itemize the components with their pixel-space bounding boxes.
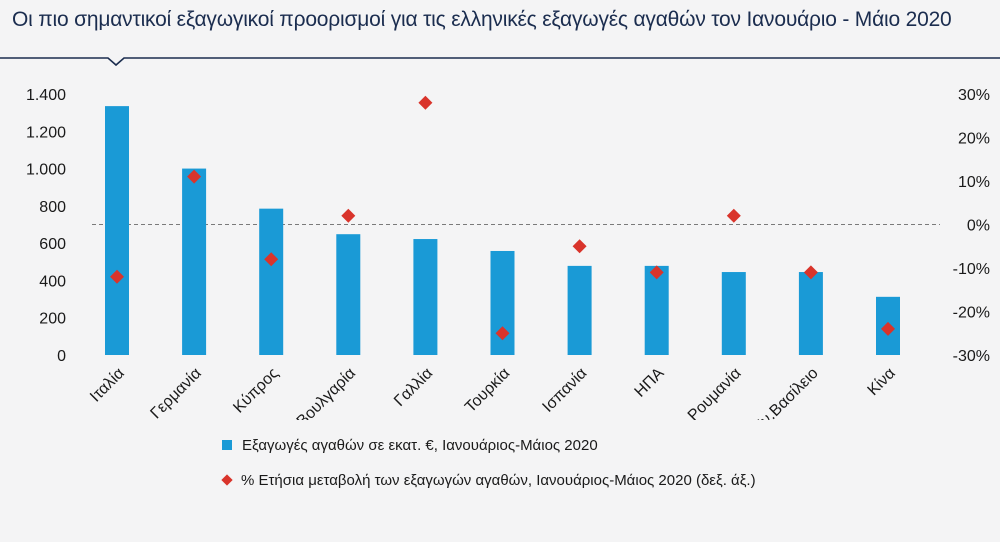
- right-tick-label: 30%: [958, 87, 990, 104]
- bar-10: [798, 272, 823, 355]
- marker-7: [572, 239, 587, 254]
- category-label: Ρουμανία: [685, 365, 745, 420]
- bar-8: [644, 265, 669, 355]
- bar-5: [413, 239, 438, 355]
- category-label: Βουλγαρία: [294, 365, 359, 420]
- category-labels: Ιταλία Γερμανία Κύπρος Βουλγαρία Γαλλία Τουρκ…: [87, 365, 899, 420]
- category-label: Ισπανία: [539, 365, 590, 416]
- category-label: Κύπρος: [230, 365, 282, 417]
- legend-bar-label: Εξαγωγές αγαθών σε εκατ. €, Ιανουάριος-Μ…: [242, 436, 598, 454]
- marker-5: [418, 95, 433, 110]
- left-tick-label: 0: [57, 348, 66, 365]
- left-tick-label: 1.200: [26, 124, 66, 141]
- marker-6: [495, 326, 510, 341]
- bar-4: [336, 234, 361, 355]
- right-tick-label: 10%: [958, 174, 990, 191]
- category-label: Γαλλία: [391, 365, 436, 410]
- category-label: Ιταλία: [87, 365, 128, 406]
- marker-8: [649, 265, 664, 280]
- title-underline: [0, 57, 1000, 67]
- legend-marker-label: % Ετήσια μεταβολή των εξαγωγών αγαθών, Ι…: [241, 471, 756, 489]
- marker-2: [187, 169, 202, 184]
- category-label: Γερμανία: [147, 365, 205, 420]
- right-tick-label: 0%: [967, 218, 990, 235]
- left-axis-tick-labels: 0 200 400 600 800 1.000 1.200 1.400: [26, 87, 66, 365]
- bar-7: [567, 265, 592, 355]
- chart-title: Οι πιο σημαντικοί εξαγωγικοί προορισμοί …: [12, 8, 952, 31]
- marker-3: [264, 252, 279, 267]
- left-tick-label: 600: [39, 236, 66, 253]
- left-tick-label: 400: [39, 273, 66, 290]
- right-tick-label: -30%: [953, 348, 990, 365]
- left-tick-label: 1.000: [26, 162, 66, 179]
- bar-2: [182, 168, 207, 355]
- left-tick-label: 200: [39, 311, 66, 328]
- category-label: Κίνα: [865, 365, 899, 399]
- right-tick-label: -10%: [953, 261, 990, 278]
- bar-9: [721, 272, 746, 355]
- bar-3: [259, 208, 284, 355]
- right-tick-label: -20%: [953, 305, 990, 322]
- legend-item-markers: % Ετήσια μεταβολή των εξαγωγών αγαθών, Ι…: [221, 469, 756, 491]
- legend-item-bars: Εξαγωγές αγαθών σε εκατ. €, Ιανουάριος-Μ…: [222, 434, 598, 456]
- legend-diamond-swatch: [221, 474, 233, 486]
- category-label: ΗΠΑ: [632, 365, 668, 401]
- bar-series: [105, 106, 900, 355]
- marker-1: [110, 269, 124, 284]
- marker-10: [803, 265, 818, 280]
- marker-11: [881, 321, 895, 336]
- marker-series: [110, 95, 895, 341]
- left-tick-label: 1.400: [26, 87, 66, 104]
- marker-9: [726, 208, 741, 223]
- bar-1: [105, 106, 129, 355]
- right-tick-label: 20%: [958, 131, 990, 148]
- chart-plot: 0 200 400 600 800 1.000 1.200 1.400 -30% -20% -10…: [26, 87, 990, 420]
- category-label: Τουρκία: [462, 365, 513, 416]
- legend-bar-swatch: [222, 440, 232, 450]
- right-axis-tick-labels: -30% -20% -10% 0% 10% 20% 30%: [953, 87, 990, 365]
- category-label: Ην.Βασίλειο: [750, 365, 822, 420]
- marker-4: [341, 208, 356, 223]
- left-tick-label: 800: [39, 199, 66, 216]
